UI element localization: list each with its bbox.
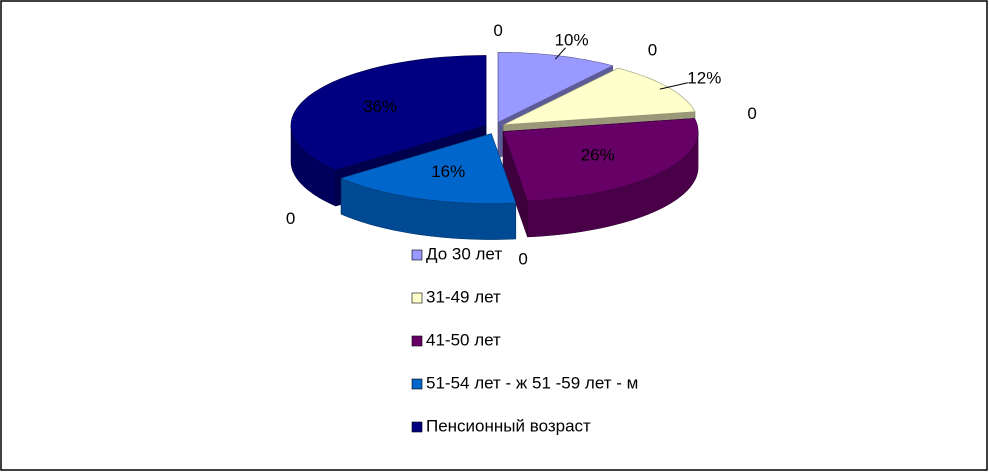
legend-swatch <box>411 335 423 347</box>
data-label: 16% <box>431 162 465 181</box>
legend-label: Пенсионный возраст <box>426 416 591 435</box>
slice <box>290 55 487 171</box>
outer-label: 0 <box>747 104 756 123</box>
legend-swatch <box>411 378 423 390</box>
legend-label: 41-50 лет <box>426 330 501 349</box>
leader-line <box>554 47 566 60</box>
outer-label: 0 <box>493 21 502 40</box>
legend-label: 31-49 лет <box>426 287 501 306</box>
outer-label: 0 <box>286 209 295 228</box>
legend-swatch <box>411 249 423 261</box>
slice <box>340 133 517 204</box>
legend-swatch <box>411 292 423 304</box>
slice <box>502 118 699 202</box>
data-label: 26% <box>581 146 615 165</box>
leader-line <box>659 82 688 90</box>
data-label: 12% <box>687 69 721 88</box>
data-label: 10% <box>555 31 589 50</box>
outer-label: 0 <box>648 41 657 60</box>
data-label: 36% <box>363 97 397 116</box>
legend-swatch <box>411 421 423 433</box>
outer-label: 0 <box>518 249 527 268</box>
legend-label: До 30 лет <box>426 244 502 263</box>
legend-label: 51-54 лет - ж 51 -59 лет - м <box>426 373 638 392</box>
